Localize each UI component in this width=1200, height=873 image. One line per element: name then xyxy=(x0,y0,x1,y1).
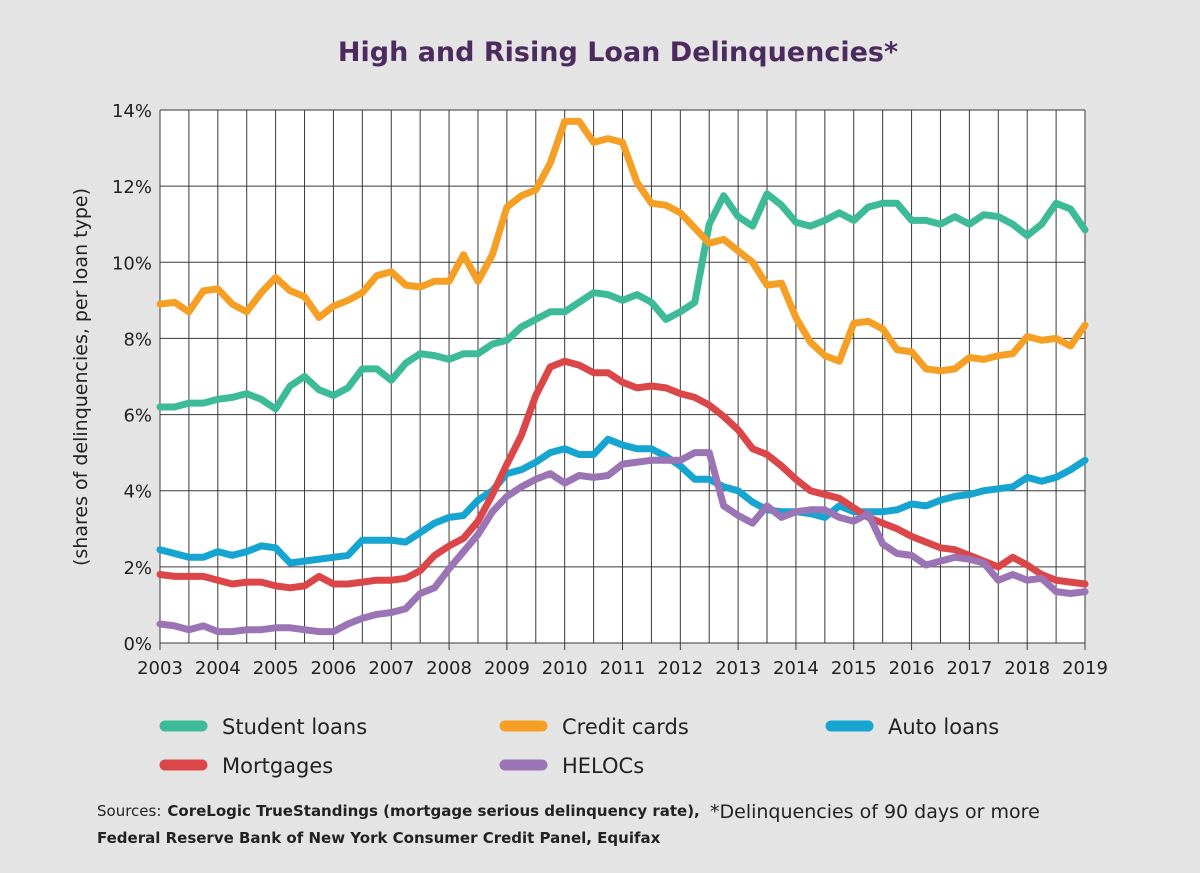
footnote: *Delinquencies of 90 days or more xyxy=(710,801,1040,823)
legend-label-helocs: HELOCs xyxy=(562,754,644,778)
series-line-helocs xyxy=(156,449,1089,636)
x-tick-label: 2008 xyxy=(426,658,472,679)
x-tick-label: 2009 xyxy=(484,658,530,679)
y-tick-label: 8% xyxy=(123,329,152,350)
series-lines xyxy=(156,117,1089,636)
y-tick-label: 14% xyxy=(112,101,152,122)
x-tick-label: 2012 xyxy=(657,658,703,679)
y-axis-label: (shares of delinquencies, per loan type) xyxy=(70,188,92,566)
x-tick-label: 2019 xyxy=(1062,658,1108,679)
series-line-student-loans xyxy=(156,190,1089,413)
x-tick-label: 2016 xyxy=(889,658,935,679)
y-tick-label: 10% xyxy=(112,253,152,274)
x-axis-ticks: 2003 2004 2005 2006 2007 2008 2009 2010 2011 2012… xyxy=(137,643,1108,679)
x-tick-label: 2014 xyxy=(773,658,819,679)
x-tick-label: 2018 xyxy=(1004,658,1050,679)
series-line-credit-cards xyxy=(156,117,1089,375)
x-tick-label: 2006 xyxy=(311,658,357,679)
y-tick-label: 2% xyxy=(123,558,152,579)
x-tick-label: 2010 xyxy=(542,658,588,679)
x-tick-label: 2004 xyxy=(195,658,241,679)
sources-prefix: Sources: xyxy=(97,802,161,820)
x-tick-label: 2003 xyxy=(137,658,183,679)
y-tick-label: 0% xyxy=(123,634,152,655)
series-line-auto-loans xyxy=(156,435,1089,567)
series-line-mortgages xyxy=(156,357,1089,592)
chart-title: High and Rising Loan Delinquencies* xyxy=(338,37,898,68)
x-tick-label: 2015 xyxy=(831,658,877,679)
sources-line-1: Sources: CoreLogic TrueStandings (mortgag… xyxy=(97,802,700,820)
sources-text-1: CoreLogic TrueStandings (mortgage seriou… xyxy=(167,802,699,820)
x-tick-label: 2007 xyxy=(368,658,414,679)
legend-label-credit-cards: Credit cards xyxy=(562,715,689,739)
legend-label-mortgages: Mortgages xyxy=(222,754,333,778)
footer-sources: Sources: CoreLogic TrueStandings (mortgag… xyxy=(97,802,700,847)
legend-label-auto-loans: Auto loans xyxy=(888,715,999,739)
x-tick-label: 2005 xyxy=(253,658,299,679)
legend: Student loans Credit cards Auto loans Mortg… xyxy=(159,715,999,778)
y-tick-label: 4% xyxy=(123,482,152,503)
x-tick-label: 2013 xyxy=(715,658,761,679)
y-axis-ticks: 0% 2% 4% 6% 8% 10% 12% 14% xyxy=(112,101,152,655)
sources-line-2: Federal Reserve Bank of New York Consume… xyxy=(97,829,661,847)
legend-label-student-loans: Student loans xyxy=(222,715,367,739)
x-tick-label: 2011 xyxy=(600,658,646,679)
y-tick-label: 12% xyxy=(112,177,152,198)
x-tick-label: 2017 xyxy=(946,658,992,679)
y-tick-label: 6% xyxy=(123,406,152,427)
